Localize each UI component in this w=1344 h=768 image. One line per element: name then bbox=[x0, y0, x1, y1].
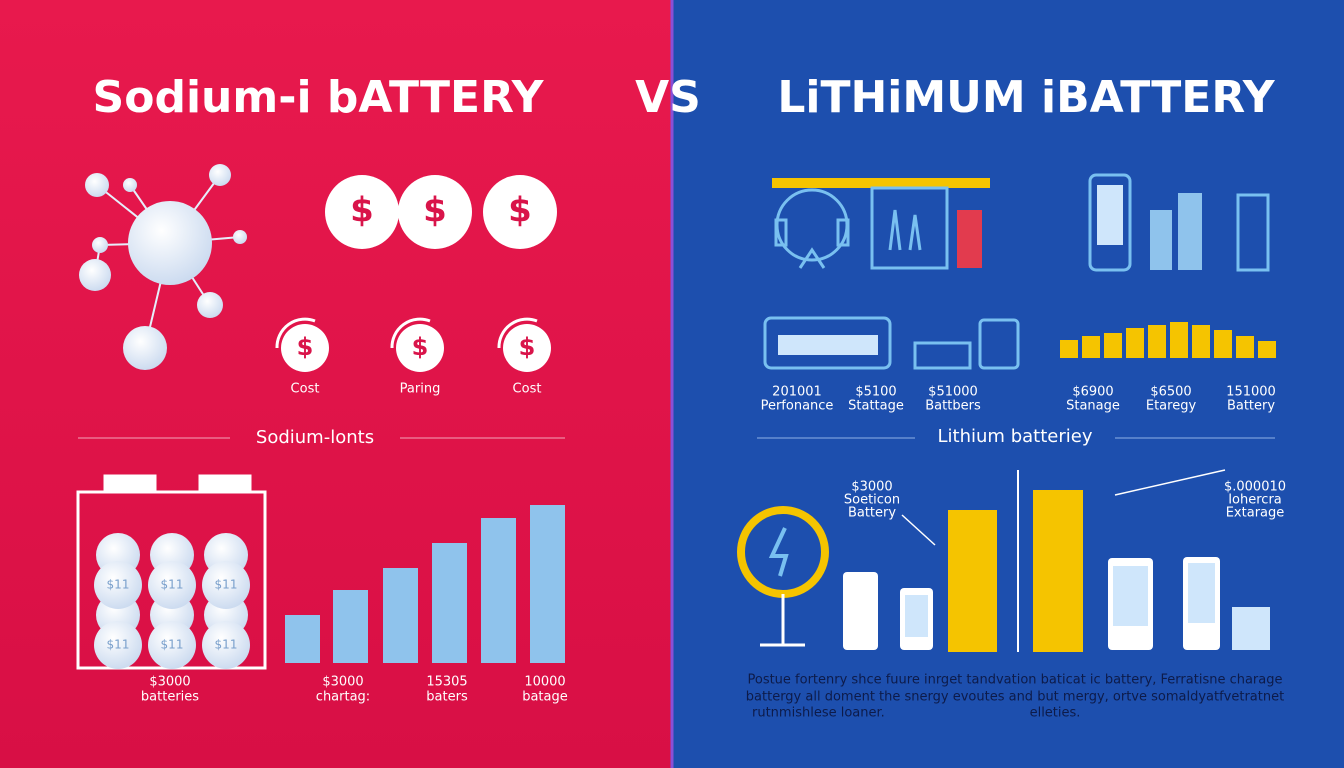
cell bbox=[148, 621, 196, 669]
bar-amount: 10000 bbox=[524, 675, 565, 690]
coin-symbol: $ bbox=[297, 333, 314, 361]
bar-name: baters bbox=[426, 690, 468, 705]
callout-line: Battery bbox=[848, 506, 896, 521]
section-title: Lithium batteriey bbox=[938, 426, 1093, 447]
coin-label: Paring bbox=[400, 382, 441, 397]
stand bbox=[760, 594, 805, 647]
shelf bbox=[772, 178, 990, 188]
mini-bars bbox=[778, 193, 1202, 355]
bar-amount: $3000 bbox=[149, 675, 190, 690]
coin bbox=[503, 324, 551, 372]
paragraph-line: elleties. bbox=[1030, 706, 1081, 721]
atoms bbox=[79, 164, 247, 370]
bar-name: chartag: bbox=[316, 690, 370, 705]
cell bbox=[94, 621, 142, 669]
yellow-bar bbox=[1033, 490, 1083, 652]
bar-amount: 15305 bbox=[426, 675, 467, 690]
device-name: Stanage bbox=[1066, 399, 1120, 414]
paragraph-line: battergy all doment the snergy evoutes a… bbox=[746, 690, 1284, 705]
coin-symbol: $ bbox=[508, 191, 532, 231]
callout-amount: $.000010 bbox=[1224, 480, 1286, 495]
device-name: Battery bbox=[1227, 399, 1275, 414]
coin-ring bbox=[275, 317, 316, 349]
cell bbox=[148, 561, 196, 609]
cell-label: $11 bbox=[161, 638, 184, 652]
paragraph-line: Postue fortenry shce fuure inrget tandva… bbox=[747, 673, 1282, 688]
cell bbox=[202, 621, 250, 669]
yellow-row bbox=[1060, 322, 1276, 358]
coin bbox=[325, 175, 399, 249]
devices bbox=[763, 173, 1270, 370]
bar-amount: $3000 bbox=[322, 675, 363, 690]
coin-symbol: $ bbox=[423, 191, 447, 231]
device-amount: $6900 bbox=[1072, 385, 1113, 400]
red-cell bbox=[957, 210, 982, 268]
device-name: Perfonance bbox=[761, 399, 834, 414]
device-name: Stattage bbox=[848, 399, 904, 414]
coin bbox=[483, 175, 557, 249]
callout-amount: $3000 bbox=[851, 480, 892, 495]
bars bbox=[285, 505, 565, 663]
cell bbox=[94, 561, 142, 609]
cell-label: $11 bbox=[107, 638, 130, 652]
battery bbox=[76, 474, 267, 670]
bar-name: batteries bbox=[141, 690, 199, 705]
vs: VS bbox=[635, 72, 701, 123]
callout-line: Extarage bbox=[1226, 506, 1285, 521]
cell-label: $11 bbox=[215, 638, 238, 652]
phone-screen bbox=[1097, 185, 1123, 245]
coin-ring bbox=[497, 317, 538, 349]
cell-label: $11 bbox=[215, 578, 238, 592]
coin-symbol: $ bbox=[412, 333, 429, 361]
cell bbox=[202, 561, 250, 609]
bar-name: batage bbox=[522, 690, 568, 705]
device-amount: $6500 bbox=[1150, 385, 1191, 400]
callout-line: Iohercra bbox=[1228, 493, 1282, 508]
device-amount: $51000 bbox=[928, 385, 978, 400]
coin-symbol: $ bbox=[350, 191, 374, 231]
device-name: Etaregy bbox=[1146, 399, 1197, 414]
device-amount: 151000 bbox=[1226, 385, 1276, 400]
coin bbox=[398, 175, 472, 249]
coin-label: Cost bbox=[513, 382, 542, 397]
bolt bbox=[768, 527, 789, 577]
coin bbox=[396, 324, 444, 372]
device-amount: $5100 bbox=[855, 385, 896, 400]
device-amount: 201001 bbox=[772, 385, 822, 400]
left-title: Sodium-i bATTERY bbox=[93, 72, 545, 123]
yellow-bar bbox=[948, 510, 997, 652]
coin-symbol: $ bbox=[519, 333, 536, 361]
cell-label: $11 bbox=[107, 578, 130, 592]
coin-ring bbox=[390, 317, 431, 349]
screens bbox=[905, 563, 1270, 650]
right-title: LiTHiMUM iBATTERY bbox=[777, 72, 1275, 123]
coin-label: Cost bbox=[291, 382, 320, 397]
callout-line: Soeticon bbox=[844, 493, 900, 508]
arrows bbox=[901, 469, 1226, 546]
device-name: Battbers bbox=[925, 399, 981, 414]
paragraph-line: rutnmishlese loaner. bbox=[752, 706, 885, 721]
section-title: Sodium-lonts bbox=[256, 427, 374, 448]
coin bbox=[281, 324, 329, 372]
cell-label: $11 bbox=[161, 578, 184, 592]
